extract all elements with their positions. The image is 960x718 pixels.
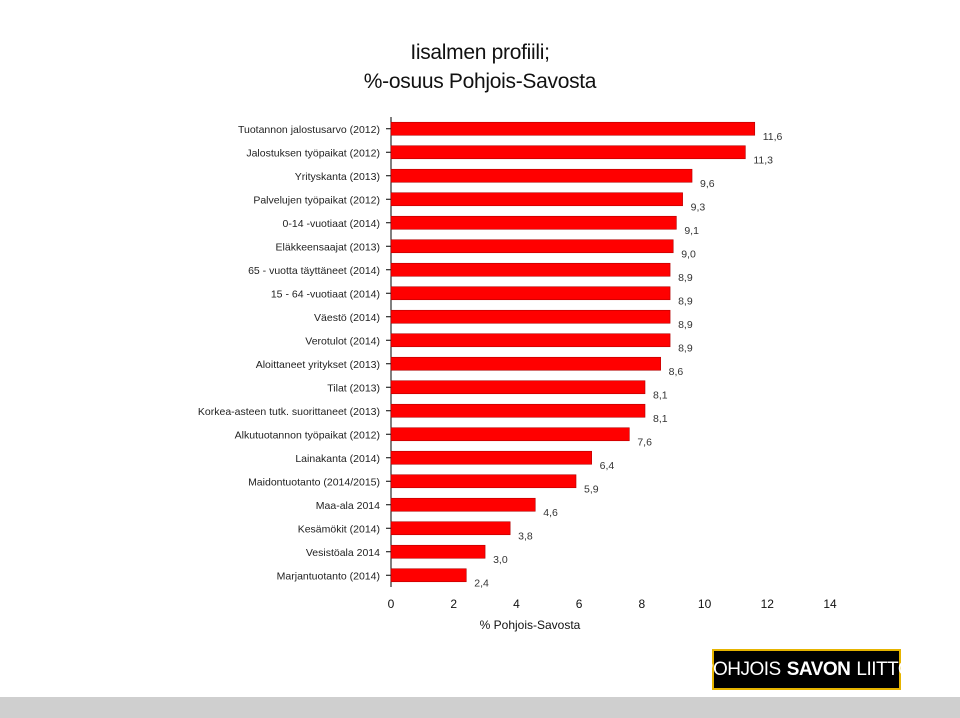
bar <box>390 239 674 254</box>
value-label: 11,3 <box>753 154 773 166</box>
x-tick-label: 6 <box>576 597 583 611</box>
category-label: Tuotannon jalostusarvo (2012) <box>238 124 380 136</box>
category-label: Kesämökit (2014) <box>298 523 380 535</box>
bar <box>390 403 646 418</box>
chart-title-line1: Iisalmen profiili; <box>410 41 550 64</box>
category-label: Vesistöala 2014 <box>306 547 380 559</box>
footer-band <box>0 697 960 718</box>
category-label: Korkea-asteen tutk. suorittaneet (2013) <box>198 406 380 418</box>
value-label: 9,3 <box>691 201 706 213</box>
value-label: 9,6 <box>700 178 715 190</box>
category-label: Maidontuotanto (2014/2015) <box>248 476 380 488</box>
bar <box>390 262 671 277</box>
bar <box>390 474 577 489</box>
value-label: 9,1 <box>684 225 699 237</box>
value-label: 3,0 <box>493 554 508 566</box>
value-label: 6,4 <box>600 460 615 472</box>
chart-title-line2: %-osuus Pohjois-Savosta <box>363 70 597 93</box>
bar <box>390 380 646 395</box>
x-tick-label: 8 <box>639 597 646 611</box>
category-label: Jalostuksen työpaikat (2012) <box>246 147 380 159</box>
bar <box>390 145 746 160</box>
x-axis-label: % Pohjois-Savosta <box>480 618 581 632</box>
pohjois-savon-liitto-logo: POHJOIS SAVON LIITTO <box>701 649 913 690</box>
category-label: Aloittaneet yritykset (2013) <box>256 359 380 371</box>
category-label: Marjantuotanto (2014) <box>277 570 380 582</box>
category-label: 65 - vuotta täyttäneet (2014) <box>248 265 380 277</box>
x-tick-label: 4 <box>513 597 520 611</box>
category-label: Lainakanta (2014) <box>295 453 380 465</box>
bar <box>390 121 756 136</box>
category-label: Alkutuotannon työpaikat (2012) <box>235 429 380 441</box>
x-tick-label: 14 <box>823 597 837 611</box>
bar <box>390 356 661 371</box>
value-label: 5,9 <box>584 483 599 495</box>
logo-text-liitto: LIITTO <box>856 658 913 680</box>
bar <box>390 215 677 230</box>
value-label: 8,6 <box>669 366 684 378</box>
category-label: Väestö (2014) <box>314 312 380 324</box>
value-label: 11,6 <box>763 131 783 143</box>
x-tick-label: 10 <box>698 597 712 611</box>
value-label: 7,6 <box>637 436 652 448</box>
value-label: 8,9 <box>678 272 693 284</box>
bar <box>390 544 486 559</box>
category-label: Eläkkeensaajat (2013) <box>276 241 380 253</box>
bar <box>390 192 683 207</box>
x-tick-label: 2 <box>450 597 457 611</box>
category-label: Palvelujen työpaikat (2012) <box>253 194 380 206</box>
category-label: Tilat (2013) <box>327 382 380 394</box>
bar <box>390 497 536 512</box>
bar <box>390 333 671 348</box>
value-label: 8,9 <box>678 295 693 307</box>
category-label: 15 - 64 -vuotiaat (2014) <box>271 288 380 300</box>
category-label: 0-14 -vuotiaat (2014) <box>283 218 380 230</box>
bar <box>390 168 693 183</box>
category-label: Verotulot (2014) <box>305 335 380 347</box>
value-label: 2,4 <box>474 577 489 589</box>
value-label: 3,8 <box>518 530 533 542</box>
value-label: 8,9 <box>678 319 693 331</box>
logo-text-pohjois: POHJOIS <box>700 658 781 680</box>
value-label: 8,1 <box>653 413 668 425</box>
bar <box>390 450 592 465</box>
category-label: Maa-ala 2014 <box>316 500 380 512</box>
bar <box>390 521 511 536</box>
bar <box>390 568 467 583</box>
bar <box>390 309 671 324</box>
bar <box>390 286 671 301</box>
x-tick-label: 12 <box>761 597 775 611</box>
logo-text-savon: SAVON <box>786 658 851 680</box>
value-label: 8,9 <box>678 342 693 354</box>
x-tick-label: 0 <box>388 597 395 611</box>
value-label: 8,1 <box>653 389 668 401</box>
value-label: 4,6 <box>543 507 558 519</box>
category-label: Yrityskanta (2013) <box>295 171 380 183</box>
value-label: 9,0 <box>681 248 696 260</box>
bar <box>390 427 630 442</box>
